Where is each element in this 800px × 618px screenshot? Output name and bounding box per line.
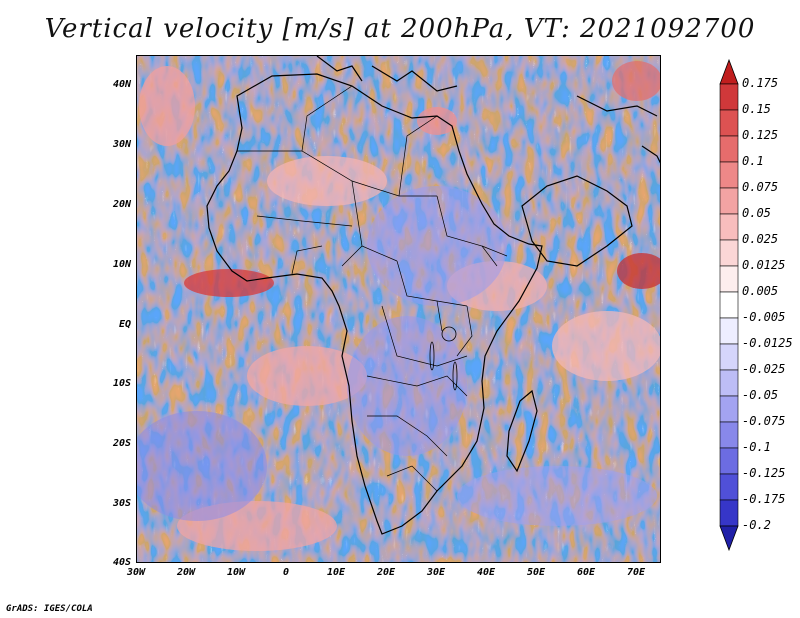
country-borders	[237, 85, 508, 492]
lat-label-40s: 40S	[112, 557, 131, 568]
lon-label-10e: 10E	[326, 567, 346, 578]
madagascar-coastline	[506, 389, 538, 473]
colorbar-label: -0.125	[742, 466, 786, 480]
downdraft-patches	[137, 186, 657, 526]
lat-label-10n: 10N	[112, 259, 131, 270]
chart-title: Vertical velocity [m/s] at 200hPa, VT: 2…	[44, 14, 756, 44]
map-plot-area	[136, 55, 661, 563]
colorbar-segment	[719, 343, 739, 371]
colorbar-segment	[719, 317, 739, 345]
colorbar-segment	[719, 291, 739, 319]
colorbar-segment	[719, 447, 739, 475]
mediterranean-north	[371, 65, 458, 92]
colorbar-segment	[719, 369, 739, 397]
vertical-velocity-map	[137, 56, 660, 562]
europe-coastline	[316, 56, 363, 82]
lakes	[429, 326, 458, 391]
colorbar-label: -0.0125	[742, 336, 793, 350]
colorbar-segment	[719, 239, 739, 267]
colorbar	[719, 58, 739, 552]
colorbar-min-arrow	[719, 525, 739, 552]
lon-label-70e: 70E	[626, 567, 646, 578]
colorbar-max-arrow	[719, 58, 739, 85]
colorbar-label: 0.15	[742, 102, 771, 116]
lat-label-30n: 30N	[112, 139, 131, 150]
lon-label-20w: 20W	[176, 567, 196, 578]
coastlines	[206, 56, 660, 535]
colorbar-label: 0.005	[742, 284, 779, 298]
lat-label-30s: 30S	[112, 498, 131, 509]
lat-label-20n: 20N	[112, 199, 131, 210]
lon-label-10w: 10W	[226, 567, 246, 578]
colorbar-label: -0.175	[742, 492, 786, 506]
lat-label-40n: 40N	[112, 79, 131, 90]
arabia-coastline	[521, 175, 633, 267]
colorbar-segment	[719, 265, 739, 293]
colorbar-label: -0.05	[742, 388, 779, 402]
colorbar-label: 0.05	[742, 206, 771, 220]
lat-label-20s: 20S	[112, 438, 131, 449]
colorbar-segment	[719, 161, 739, 189]
lon-label-60e: 60E	[576, 567, 596, 578]
colorbar-segment	[719, 421, 739, 449]
colorbar-label: 0.025	[742, 232, 779, 246]
colorbar-label: 0.1	[742, 154, 764, 168]
colorbar-segment	[719, 83, 739, 111]
colorbar-label: 0.0125	[742, 258, 786, 272]
lon-label-20e: 20E	[376, 567, 396, 578]
colorbar-label: -0.005	[742, 310, 786, 324]
persia-coastline	[576, 95, 658, 117]
lon-label-0: 0	[282, 567, 290, 578]
colorbar-segment	[719, 473, 739, 501]
lon-label-30w: 30W	[126, 567, 146, 578]
colorbar-label: 0.075	[742, 180, 779, 194]
colorbar-segment	[719, 109, 739, 137]
colorbar-label: 0.125	[742, 128, 779, 142]
lat-label-eq: EQ	[118, 319, 131, 330]
lon-label-50e: 50E	[526, 567, 546, 578]
africa-coastline	[206, 73, 543, 535]
grads-credit: GrADS: IGES/COLA	[6, 604, 93, 614]
colorbar-label: 0.175	[742, 76, 779, 90]
lon-label-30e: 30E	[426, 567, 446, 578]
colorbar-label: -0.025	[742, 362, 786, 376]
lat-label-10s: 10S	[112, 378, 131, 389]
colorbar-label: -0.075	[742, 414, 786, 428]
colorbar-label: -0.2	[742, 518, 771, 532]
colorbar-segment	[719, 499, 739, 527]
colorbar-segment	[719, 395, 739, 423]
colorbar-label: -0.1	[742, 440, 771, 454]
colorbar-segment	[719, 135, 739, 163]
colorbar-segment	[719, 187, 739, 215]
lon-label-40e: 40E	[476, 567, 496, 578]
colorbar-segment	[719, 213, 739, 241]
india-coastline	[641, 145, 660, 164]
